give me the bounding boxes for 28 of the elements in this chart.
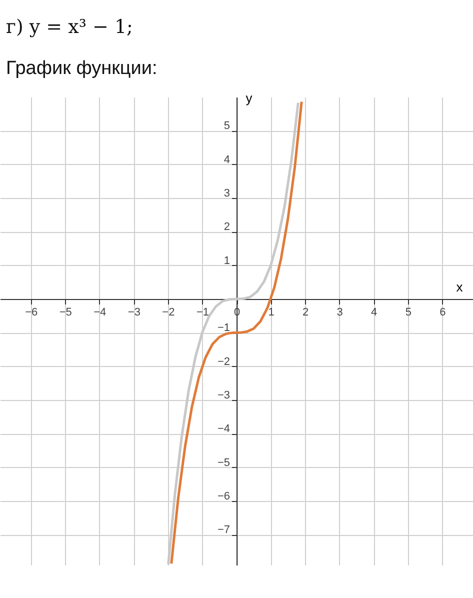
y-tick-label: −2 <box>217 356 230 368</box>
x-tick-label: 3 <box>336 306 343 319</box>
y-tick-label: 1 <box>224 254 230 267</box>
x-tick-label: 4 <box>371 306 378 319</box>
x-tick-label: 6 <box>440 306 446 319</box>
x-tick-label: 1 <box>268 306 274 319</box>
y-tick-label: 3 <box>224 188 230 200</box>
x-tick-label: −1 <box>196 306 209 319</box>
y-tick-label: 2 <box>224 221 230 234</box>
y-tick-label: −4 <box>217 423 230 436</box>
chart-title: г) y = x³ − 1; <box>6 16 133 38</box>
x-tick-label: −6 <box>25 306 38 319</box>
y-tick-label: −1 <box>217 322 230 334</box>
y-tick-label: 4 <box>224 154 230 166</box>
y-tick-label: −3 <box>217 390 230 402</box>
y-tick-label: 5 <box>224 120 230 132</box>
x-tick-label: −4 <box>94 306 106 319</box>
y-tick-label: −7 <box>217 524 230 536</box>
x-tick-label: −2 <box>162 306 175 319</box>
x-tick-label: −3 <box>128 306 140 319</box>
x-tick-label: −5 <box>59 306 72 319</box>
x-tick-label: 5 <box>405 306 412 319</box>
y-tick-label: −6 <box>217 490 230 503</box>
y-tick-label: −5 <box>217 456 230 469</box>
x-tick-label: 2 <box>302 306 309 319</box>
x-axis-title: x <box>456 280 464 295</box>
y-axis-title: y <box>246 90 253 106</box>
chart-subtitle: График функции: <box>6 58 158 79</box>
